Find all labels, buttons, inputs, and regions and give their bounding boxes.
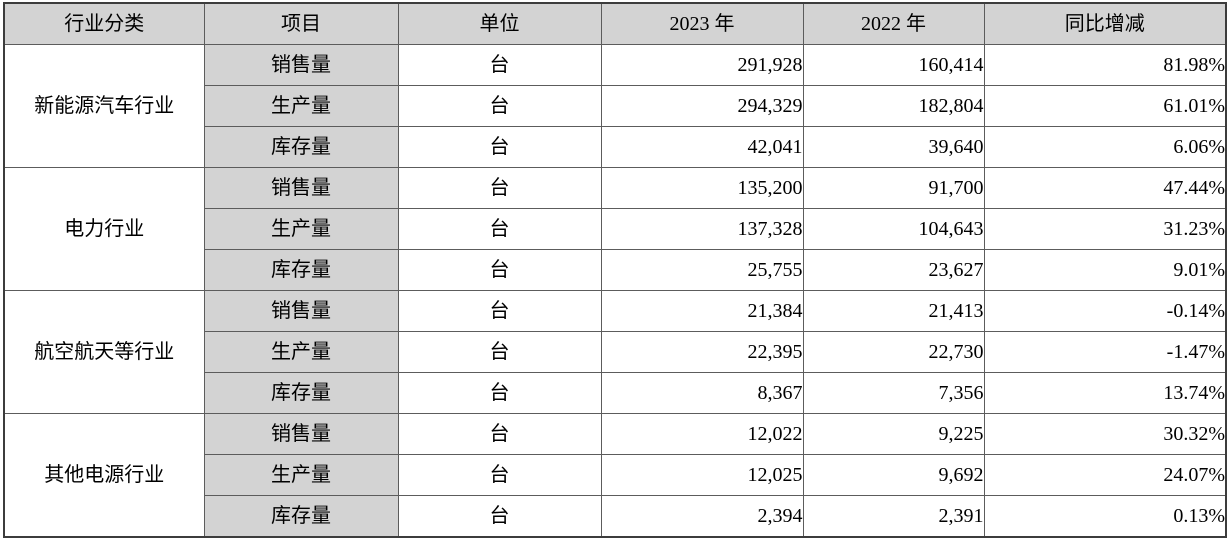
unit-cell: 台 <box>397 208 602 250</box>
yoy-change-cell: 0.13% <box>983 495 1227 537</box>
item-cell: 库存量 <box>203 249 399 291</box>
table-row: 电力行业 销售量台 135,200 91,700 47.44% <box>3 167 1227 291</box>
industry-production-sales-table: 行业分类 项目 单位 2023 年 2022 年 同比增减 新能源汽车行业 销售量… <box>3 2 1227 538</box>
item-cell: 销售量 <box>203 167 399 209</box>
value-2022-cell: 23,627 <box>802 249 985 291</box>
value-2022-cell: 182,804 <box>802 85 985 127</box>
value-2023-cell: 12,025 <box>600 454 804 496</box>
table-row: 航空航天等行业 销售量台 21,384 21,413 -0.14% <box>3 290 1227 414</box>
table-body: 新能源汽车行业 销售量台 291,928 160,414 81.98% 生产量台 294,3… <box>3 44 1227 537</box>
value-2022-cell: 104,643 <box>802 208 985 250</box>
item-cell: 库存量 <box>203 372 399 414</box>
yoy-change-cell: 13.74% <box>983 372 1227 414</box>
value-2023-cell: 12,022 <box>600 413 804 455</box>
item-cell: 生产量 <box>203 454 399 496</box>
col-header-unit: 单位 <box>397 2 602 45</box>
table-row: 库存量台 42,041 39,640 6.06% <box>4 126 1227 168</box>
table-row: 生产量台 294,329 182,804 61.01% <box>4 85 1227 127</box>
table-row: 生产量台 137,328 104,643 31.23% <box>4 208 1227 250</box>
yoy-change-cell: 61.01% <box>983 85 1227 127</box>
value-2022-cell: 160,414 <box>802 44 985 86</box>
value-2023-cell: 291,928 <box>600 44 804 86</box>
value-2023-cell: 21,384 <box>600 290 804 332</box>
value-2022-cell: 22,730 <box>802 331 985 373</box>
table-header-row: 行业分类 项目 单位 2023 年 2022 年 同比增减 <box>3 2 1227 45</box>
unit-cell: 台 <box>397 495 602 537</box>
table-row: 库存量台 2,394 2,391 0.13% <box>4 495 1227 537</box>
yoy-change-cell: 6.06% <box>983 126 1227 168</box>
col-header-yoy: 同比增减 <box>983 2 1227 45</box>
unit-cell: 台 <box>397 249 602 291</box>
value-2022-cell: 91,700 <box>802 167 985 209</box>
col-header-2023: 2023 年 <box>600 2 804 45</box>
yoy-change-cell: 31.23% <box>983 208 1227 250</box>
industry-cell: 电力行业 <box>3 167 205 291</box>
yoy-change-cell: 47.44% <box>983 167 1227 209</box>
col-header-industry: 行业分类 <box>3 2 205 45</box>
col-header-item: 项目 <box>203 2 399 45</box>
yoy-change-cell: -0.14% <box>983 290 1227 332</box>
unit-cell: 台 <box>397 372 602 414</box>
unit-cell: 台 <box>397 167 602 209</box>
item-cell: 销售量 <box>203 290 399 332</box>
value-2023-cell: 22,395 <box>600 331 804 373</box>
unit-cell: 台 <box>397 126 602 168</box>
unit-cell: 台 <box>397 85 602 127</box>
industry-cell: 新能源汽车行业 <box>3 44 205 168</box>
table-row: 生产量台 12,025 9,692 24.07% <box>4 454 1227 496</box>
table-row: 库存量台 8,367 7,356 13.74% <box>4 372 1227 414</box>
value-2023-cell: 137,328 <box>600 208 804 250</box>
unit-cell: 台 <box>397 331 602 373</box>
item-cell: 库存量 <box>203 126 399 168</box>
value-2022-cell: 39,640 <box>802 126 985 168</box>
unit-cell: 台 <box>397 44 602 86</box>
value-2022-cell: 7,356 <box>802 372 985 414</box>
item-cell: 生产量 <box>203 331 399 373</box>
col-header-2022: 2022 年 <box>802 2 985 45</box>
value-2023-cell: 8,367 <box>600 372 804 414</box>
table-row: 其他电源行业 销售量台 12,022 9,225 30.32% <box>3 413 1227 537</box>
value-2022-cell: 21,413 <box>802 290 985 332</box>
yoy-change-cell: 30.32% <box>983 413 1227 455</box>
unit-cell: 台 <box>397 454 602 496</box>
item-cell: 销售量 <box>203 413 399 455</box>
unit-cell: 台 <box>397 290 602 332</box>
industry-cell: 其他电源行业 <box>3 413 205 537</box>
value-2022-cell: 9,692 <box>802 454 985 496</box>
value-2023-cell: 294,329 <box>600 85 804 127</box>
item-cell: 生产量 <box>203 208 399 250</box>
yoy-change-cell: 9.01% <box>983 249 1227 291</box>
yoy-change-cell: -1.47% <box>983 331 1227 373</box>
value-2022-cell: 2,391 <box>802 495 985 537</box>
table-row: 新能源汽车行业 销售量台 291,928 160,414 81.98% <box>3 44 1227 168</box>
item-cell: 生产量 <box>203 85 399 127</box>
value-2022-cell: 9,225 <box>802 413 985 455</box>
table-row: 库存量台 25,755 23,627 9.01% <box>4 249 1227 291</box>
item-cell: 库存量 <box>203 495 399 537</box>
unit-cell: 台 <box>397 413 602 455</box>
yoy-change-cell: 24.07% <box>983 454 1227 496</box>
table-row: 生产量台 22,395 22,730 -1.47% <box>4 331 1227 373</box>
value-2023-cell: 2,394 <box>600 495 804 537</box>
value-2023-cell: 42,041 <box>600 126 804 168</box>
yoy-change-cell: 81.98% <box>983 44 1227 86</box>
industry-cell: 航空航天等行业 <box>3 290 205 414</box>
value-2023-cell: 25,755 <box>600 249 804 291</box>
item-cell: 销售量 <box>203 44 399 86</box>
value-2023-cell: 135,200 <box>600 167 804 209</box>
